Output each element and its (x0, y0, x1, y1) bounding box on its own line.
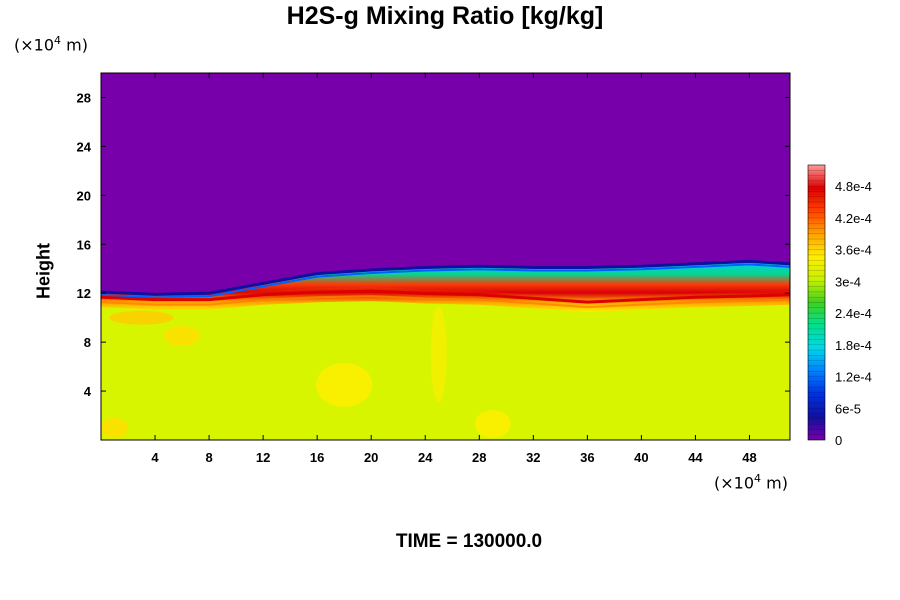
x-tick-label: 28 (472, 450, 486, 465)
x-tick-label: 36 (580, 450, 594, 465)
plot-area (101, 73, 790, 440)
y-tick-label: 28 (77, 90, 91, 105)
colorbar-label: 2.4e-4 (835, 306, 872, 321)
mixing-top-edge-inner (101, 263, 790, 299)
y-tick-label: 4 (84, 384, 92, 399)
y-tick-label: 8 (84, 335, 91, 350)
colorbar-label: 0 (835, 433, 842, 448)
colorbar: 0 6e-5 1.2e-4 1.8e-4 2.4e-4 3e-4 3.6e-4 4.2e-4 4… (807, 164, 872, 448)
field-plume (474, 410, 511, 439)
y-unit-label: (×104 m) (14, 34, 88, 55)
field-plume (164, 326, 201, 347)
colorbar-label: 3.6e-4 (835, 243, 872, 258)
colorbar-label: 4.2e-4 (835, 211, 872, 226)
x-tick-label: 12 (256, 450, 270, 465)
y-tick-label: 24 (77, 139, 92, 154)
y-tick-label: 20 (77, 188, 91, 203)
x-tick-label: 24 (418, 450, 433, 465)
x-unit-label: (×104 m) (714, 472, 788, 493)
colorbar-label: 3e-4 (835, 274, 861, 289)
x-tick-label: 48 (742, 450, 756, 465)
x-tick-label: 4 (151, 450, 159, 465)
y-axis: 4 8 12 16 20 24 28 (77, 90, 790, 399)
y-tick-label: 16 (77, 237, 91, 252)
colorbar-label: 1.2e-4 (835, 370, 872, 385)
y-tick-label: 12 (77, 286, 91, 301)
mixing-top-edge (101, 259, 790, 296)
interface-streak-lower (101, 295, 790, 309)
plot-frame (100, 72, 791, 441)
field-plume (430, 306, 447, 403)
x-tick-label: 20 (364, 450, 378, 465)
x-tick-label: 8 (205, 450, 212, 465)
x-axis: 4 8 12 16 20 24 28 32 36 40 44 48 (151, 73, 757, 465)
x-tick-label: 40 (634, 450, 648, 465)
colorbar-label: 1.8e-4 (835, 338, 872, 353)
x-tick-label: 16 (310, 450, 324, 465)
chart-title: H2S-g Mixing Ratio [kg/kg] (286, 2, 604, 30)
field-plume (316, 362, 373, 407)
field-plume (101, 417, 129, 438)
time-label: TIME = 130000.0 (395, 531, 543, 552)
colorbar-label: 6e-5 (835, 401, 861, 416)
field-plume (109, 310, 174, 325)
x-tick-label: 44 (688, 450, 703, 465)
interface-streak (101, 289, 790, 304)
colorbar-label: 4.8e-4 (835, 179, 872, 194)
x-tick-label: 32 (526, 450, 540, 465)
